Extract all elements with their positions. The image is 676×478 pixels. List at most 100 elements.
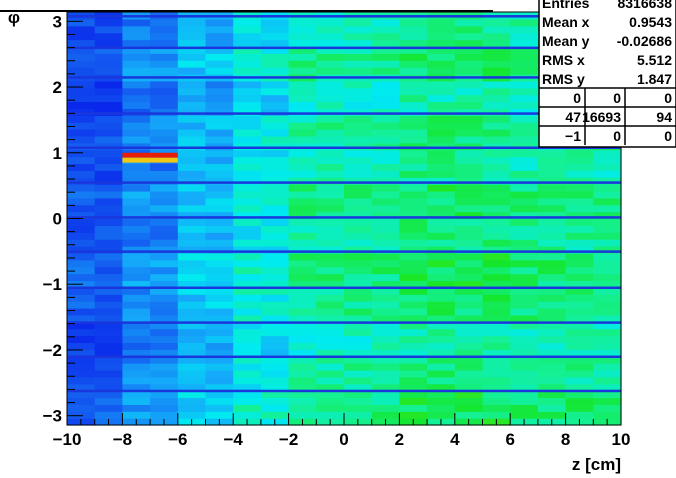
heatmap-cell: [205, 356, 234, 364]
heatmap-cell: [510, 349, 539, 357]
heatmap-cell: [288, 321, 317, 330]
heatmap-cell: [94, 156, 123, 165]
heatmap-cell: [94, 335, 123, 343]
heatmap-cell: [427, 369, 456, 378]
heatmap-cell: [122, 39, 151, 48]
heatmap-cell: [427, 376, 456, 385]
heatmap-cell: [233, 218, 262, 226]
heatmap-cell: [260, 211, 290, 220]
heatmap-cell: [537, 246, 567, 254]
heatmap-cell: [177, 314, 207, 323]
heatmap-cell: [122, 232, 151, 240]
heatmap-cell: [233, 404, 262, 412]
stats-value: -0.02686: [617, 33, 672, 49]
heatmap-cell: [205, 115, 234, 123]
heatmap-cell: [482, 177, 511, 185]
heatmap-cell: [233, 342, 262, 350]
heatmap-cell: [67, 349, 96, 357]
heatmap-cell: [371, 80, 400, 89]
heatmap-cell: [233, 376, 262, 385]
heatmap-cell: [150, 246, 179, 254]
heatmap-cell: [482, 87, 511, 96]
heatmap-cell: [122, 335, 151, 343]
heatmap-cell: [205, 273, 234, 282]
heatmap-cell: [288, 252, 317, 261]
heatmap-cell: [371, 108, 400, 116]
heatmap-cell: [537, 184, 567, 192]
heatmap-cell: [316, 122, 345, 130]
heatmap-cell: [454, 246, 484, 254]
heatmap-cell: [316, 67, 345, 75]
heatmap-cell: [537, 273, 567, 282]
heatmap-cell: [316, 390, 345, 399]
heatmap-cell: [150, 129, 179, 137]
heatmap-cell: [482, 163, 511, 171]
heatmap-cell: [316, 149, 345, 158]
heatmap-cell: [122, 404, 151, 412]
heatmap-cell: [233, 307, 262, 316]
stats-grid-cell: 47: [565, 109, 581, 125]
heatmap-cell: [482, 32, 511, 41]
heatmap-cell: [482, 328, 511, 337]
heatmap-cell: [344, 307, 373, 316]
heatmap-cell: [67, 170, 96, 178]
heatmap-cell: [399, 369, 428, 378]
heatmap-cell: [371, 211, 400, 220]
heatmap-cell: [94, 67, 123, 75]
heatmap-cell: [565, 328, 594, 337]
heatmap-cell: [454, 349, 484, 357]
heatmap-cell: [371, 135, 400, 144]
heatmap-cell: [150, 301, 179, 309]
heatmap-cell: [260, 294, 290, 302]
heatmap-cell: [94, 314, 123, 323]
y-tick-label: 3: [53, 12, 62, 31]
heatmap-cell: [399, 356, 428, 364]
heatmap-cell: [399, 177, 428, 185]
heatmap-cell: [399, 211, 428, 220]
heatmap-cell: [288, 170, 317, 178]
heatmap-cell: [288, 397, 317, 405]
heatmap-cell: [233, 287, 262, 295]
heatmap-cell: [344, 390, 373, 399]
heatmap-cell: [399, 321, 428, 330]
heatmap-cell: [316, 349, 345, 357]
heatmap-cell: [205, 25, 234, 34]
heatmap-cell: [122, 80, 151, 89]
heatmap-cell: [593, 225, 622, 233]
heatmap-cell: [67, 211, 96, 220]
heatmap-cell: [177, 390, 207, 399]
heatmap-cell: [94, 376, 123, 385]
heatmap-cell: [122, 94, 151, 103]
heatmap-cell: [482, 390, 511, 399]
heatmap-cell: [67, 177, 96, 185]
heatmap-cell: [205, 307, 234, 316]
heatmap-cell: [94, 356, 123, 364]
heatmap-cell: [177, 246, 207, 254]
heatmap-cell: [454, 197, 484, 206]
heatmap-cell: [233, 149, 262, 158]
heatmap-cell: [537, 266, 567, 275]
heatmap-cell: [177, 18, 207, 27]
heatmap-cell: [288, 349, 317, 357]
heatmap-cell: [427, 190, 456, 199]
heatmap-cell: [482, 204, 511, 213]
heatmap-cell: [67, 328, 96, 337]
heatmap-cell: [565, 404, 594, 412]
y-tick-labels: −3 −2 −1 0 1 2 3: [43, 12, 62, 425]
heatmap-cell: [205, 67, 234, 75]
heatmap-cell: [510, 135, 539, 144]
heatmap-cell: [205, 80, 234, 89]
heatmap-cell: [205, 301, 234, 309]
heatmap-cell: [177, 218, 207, 226]
heatmap-cell: [427, 335, 456, 343]
heatmap-cell: [344, 211, 373, 220]
heatmap-cell: [399, 232, 428, 240]
heatmap-cell: [177, 211, 207, 220]
heatmap-cell: [288, 294, 317, 302]
heatmap-cell: [565, 170, 594, 178]
heatmap-cell: [233, 301, 262, 309]
heatmap-cell: [482, 101, 511, 109]
heatmap-cell: [454, 115, 484, 123]
heatmap-cell: [537, 404, 567, 412]
heatmap-cell: [316, 184, 345, 192]
